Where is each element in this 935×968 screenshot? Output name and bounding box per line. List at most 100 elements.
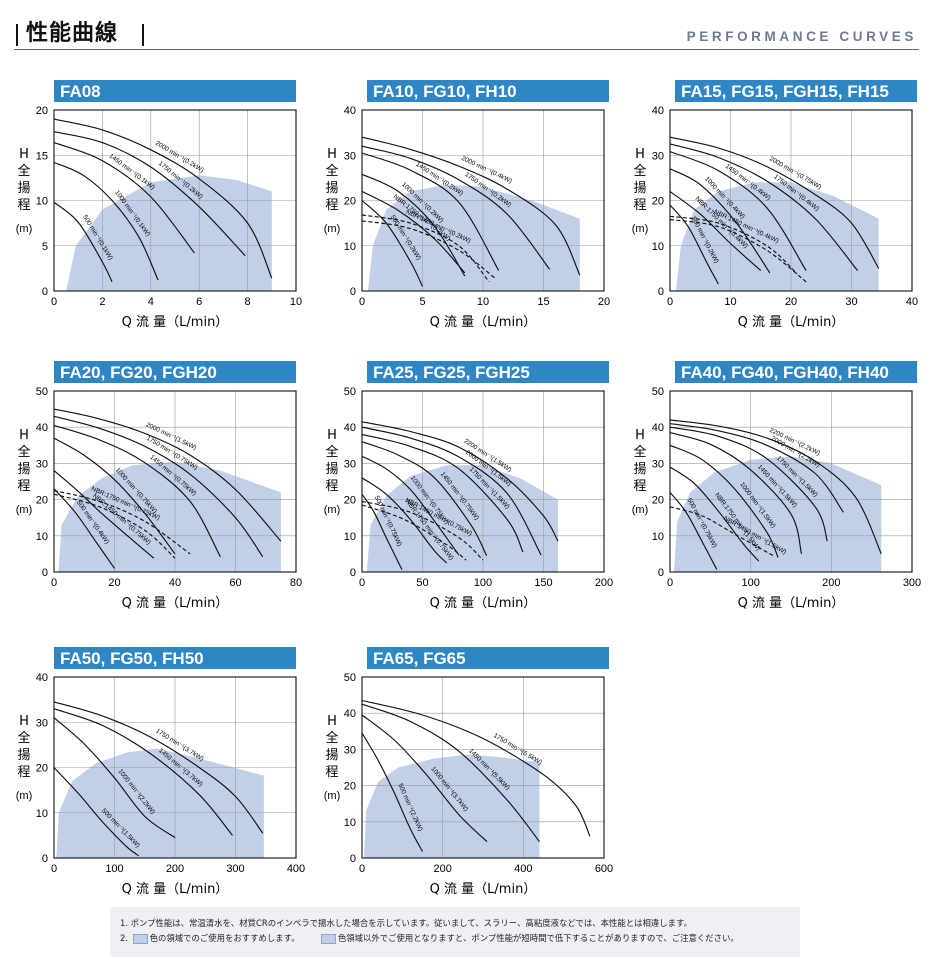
y-tick-label: 0	[350, 853, 356, 865]
series-line	[361, 190, 466, 274]
series-line	[669, 426, 828, 542]
y-tick-label: 30	[344, 744, 356, 756]
chart-svg: FA40, FG40, FGH40, FH40 0 100 200 300 0 10 20 30…	[632, 361, 921, 611]
series-line	[361, 200, 424, 287]
y-tick-label: 30	[344, 458, 356, 470]
y-tick-label: 20	[36, 495, 48, 507]
chart-svg: FA25, FG25, FGH25 0 50 100 150 200 0 10 20 30 40 50…	[324, 361, 613, 611]
note-2-number: 2.	[120, 933, 128, 943]
series-line	[361, 173, 466, 277]
series-line	[669, 506, 776, 557]
x-tick-label: 2	[99, 296, 105, 308]
y-tick-label: 0	[658, 286, 664, 298]
recommended-region	[66, 175, 272, 291]
y-tick-label: 0	[350, 286, 356, 298]
x-tick-label: 400	[287, 863, 305, 875]
y-tick-label: 0	[42, 567, 48, 579]
notes-box: 1. ポンプ性能は、常温清水を、材質CRのインペラで揚水した場合を示しています。…	[110, 907, 800, 957]
y-axis-unit: (m)	[324, 790, 341, 802]
y-tick-label: 30	[344, 150, 356, 162]
series-line	[53, 142, 195, 254]
y-tick-label: 20	[344, 495, 356, 507]
x-tick-label: 600	[595, 863, 613, 875]
x-tick-label: 400	[514, 863, 532, 875]
series-line	[53, 408, 282, 542]
y-axis-label-char: 揚	[325, 461, 338, 477]
y-axis-label-char: 程	[17, 479, 30, 494]
series-line	[53, 201, 113, 283]
y-tick-label: 50	[36, 386, 48, 398]
series-line	[361, 477, 448, 564]
series-line	[53, 767, 140, 857]
y-tick-label: 15	[36, 150, 48, 162]
series-line	[53, 415, 264, 558]
y-axis-unit: (m)	[16, 504, 33, 516]
y-tick-label: 10	[344, 531, 356, 543]
y-axis-label-char: 全	[633, 163, 646, 179]
x-tick-label: 0	[667, 296, 673, 308]
series-line	[361, 493, 403, 570]
recommended-region	[674, 456, 882, 572]
y-tick-label: 10	[36, 531, 48, 543]
y-axis-label-char: 全	[633, 444, 646, 460]
x-tick-label: 6	[196, 296, 202, 308]
series-line	[669, 168, 771, 274]
series-line	[361, 136, 581, 276]
y-axis-label-char: H	[327, 147, 337, 162]
x-tick-label: 300	[226, 863, 244, 875]
title-rule	[14, 49, 919, 50]
y-axis-label-char: 程	[633, 198, 646, 213]
chart-title: FA08	[60, 82, 101, 101]
series-line	[361, 699, 591, 837]
y-axis-label-char: 程	[325, 198, 338, 213]
note-2-recommended: 色の領域でのご使用をおすすめします。	[149, 933, 300, 943]
y-tick-label: 50	[652, 386, 664, 398]
x-tick-label: 80	[290, 577, 302, 589]
note-1: 1. ポンプ性能は、常温清水を、材質CRのインペラで揚水した場合を示しています。…	[120, 918, 692, 928]
y-axis-label-char: 程	[17, 765, 30, 780]
y-axis-label-char: H	[327, 428, 337, 443]
y-axis-label-char: 揚	[17, 180, 30, 196]
x-tick-label: 50	[416, 577, 428, 589]
x-axis-label: Q 流 量（L/min）	[738, 596, 845, 611]
x-axis-label: Q 流 量（L/min）	[122, 596, 229, 611]
x-axis-label: Q 流 量（L/min）	[122, 315, 229, 330]
chart-svg: FA50, FG50, FH50 0 100 200 300 400 0 10 20 30 40 H全…	[16, 647, 305, 897]
y-tick-label: 40	[652, 105, 664, 117]
y-axis-label-char: H	[327, 714, 337, 729]
chart-fa40: FA40, FG40, FGH40, FH40 0 100 200 300 0 10 20 30…	[616, 357, 926, 617]
x-tick-label: 15	[537, 296, 549, 308]
series-line	[669, 432, 803, 555]
x-axis-label: Q 流 量（L/min）	[430, 315, 537, 330]
series-line	[361, 441, 488, 556]
x-tick-label: 20	[598, 296, 610, 308]
y-axis-label-char: H	[635, 428, 645, 443]
y-tick-label: 30	[36, 717, 48, 729]
chart-title: FA65, FG65	[373, 649, 466, 668]
y-tick-label: 0	[42, 286, 48, 298]
series-line	[53, 131, 246, 257]
chart-fa25: FA25, FG25, FGH25 0 50 100 150 200 0 10 20 30 40 50…	[308, 357, 618, 617]
y-axis-unit: (m)	[632, 504, 649, 516]
y-tick-label: 20	[36, 763, 48, 775]
chart-title: FA40, FG40, FGH40, FH40	[681, 363, 889, 382]
y-axis-label-char: 全	[17, 444, 30, 460]
x-tick-label: 200	[595, 577, 613, 589]
chart-title: FA10, FG10, FH10	[373, 82, 517, 101]
region-swatch	[320, 933, 336, 944]
y-tick-label: 10	[652, 241, 664, 253]
y-tick-label: 40	[36, 672, 48, 684]
y-axis-label-char: 揚	[325, 180, 338, 196]
chart-title: FA20, FG20, FGH20	[60, 363, 217, 382]
y-tick-label: 20	[344, 781, 356, 793]
y-axis-label-char: 全	[325, 730, 338, 746]
series-line	[669, 419, 882, 555]
series-line	[53, 470, 155, 559]
x-tick-label: 100	[741, 577, 759, 589]
y-axis-label-char: 程	[633, 479, 646, 494]
x-tick-label: 0	[51, 577, 57, 589]
plot-frame	[53, 390, 297, 573]
